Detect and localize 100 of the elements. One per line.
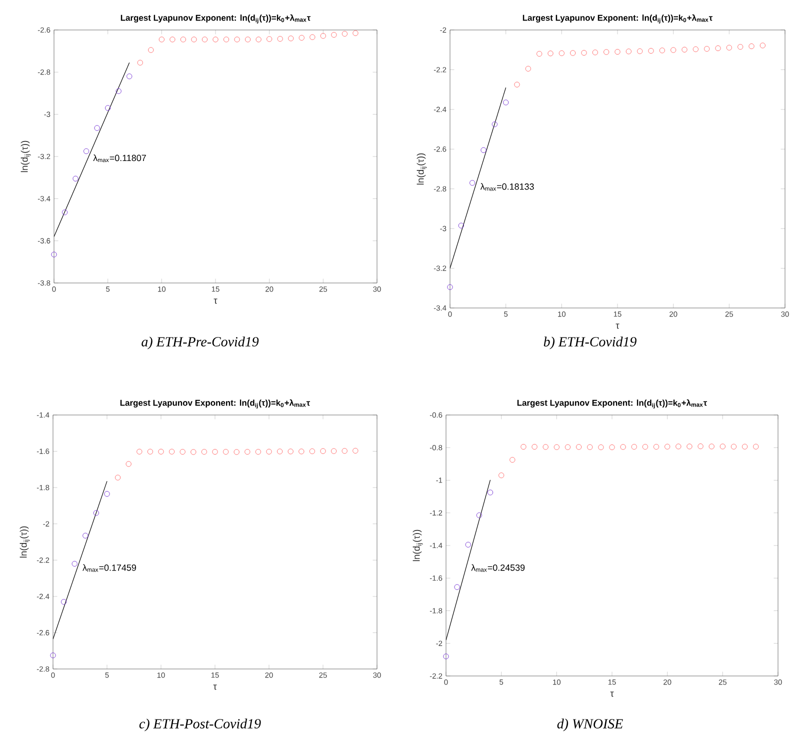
point xyxy=(742,444,748,450)
point xyxy=(234,36,240,42)
point xyxy=(454,584,460,590)
point xyxy=(234,449,240,455)
point xyxy=(730,444,737,450)
point xyxy=(244,36,251,42)
chart-title: Largest Lyapunov Exponent: ln(d$_{ij}$(τ))=k$_{0}$+λ$_{max}$τ xyxy=(522,14,713,24)
point xyxy=(480,147,486,153)
point xyxy=(170,36,176,42)
point xyxy=(514,82,520,88)
point xyxy=(620,444,626,450)
point xyxy=(748,43,754,50)
point xyxy=(256,36,262,42)
point xyxy=(191,36,197,42)
point xyxy=(498,472,504,478)
chart-title: Largest Lyapunov Exponent: ln(d$_{ij}$(τ))=k$_{0}$+λ$_{max}$τ xyxy=(517,399,708,408)
x-axis-title: τ xyxy=(213,684,217,690)
point xyxy=(548,50,554,56)
point xyxy=(682,46,688,52)
point xyxy=(116,88,122,94)
point xyxy=(598,444,604,450)
point xyxy=(676,444,682,450)
point xyxy=(320,33,326,39)
point xyxy=(331,32,337,38)
point xyxy=(659,48,666,54)
point xyxy=(525,66,532,72)
point xyxy=(352,448,358,454)
point xyxy=(653,444,660,450)
point xyxy=(760,42,766,48)
y-axis-title: ln(d$_{ij}$(τ)) xyxy=(20,140,31,172)
point xyxy=(62,210,68,216)
text: c) ETH-Post-Covid19 xyxy=(139,718,261,732)
point xyxy=(648,48,654,54)
point xyxy=(201,448,208,455)
point xyxy=(465,542,471,548)
point xyxy=(570,50,576,56)
point xyxy=(609,444,615,450)
point xyxy=(492,121,498,128)
y-axis-title: ln(d$_{ij}$(τ)) xyxy=(412,530,423,562)
point xyxy=(244,448,250,455)
point xyxy=(636,48,643,54)
point xyxy=(487,490,494,496)
point xyxy=(222,448,229,455)
text: d) WNOISE xyxy=(557,718,623,732)
point xyxy=(692,46,699,52)
point xyxy=(352,30,358,36)
point xyxy=(126,74,132,80)
point xyxy=(532,444,538,450)
point xyxy=(715,45,721,52)
point xyxy=(168,448,175,454)
point xyxy=(266,36,272,42)
point xyxy=(94,125,100,131)
point xyxy=(60,599,67,605)
point xyxy=(443,654,449,660)
point xyxy=(276,448,283,454)
point xyxy=(554,444,560,450)
point xyxy=(631,444,637,450)
annotation: λ$_{max}$=0.11807 xyxy=(93,154,146,162)
point xyxy=(93,510,100,516)
point xyxy=(277,36,283,42)
point xyxy=(708,444,714,450)
text: a) ETH-Pre-Covid19 xyxy=(142,336,259,350)
point xyxy=(342,30,348,37)
point xyxy=(223,36,230,42)
point xyxy=(158,448,164,454)
point xyxy=(704,46,710,52)
point xyxy=(564,444,571,450)
point xyxy=(72,560,78,567)
point xyxy=(137,60,143,66)
point xyxy=(536,50,542,57)
annotation: λ$_{max}$=0.17459 xyxy=(82,564,136,572)
point xyxy=(147,448,154,454)
point xyxy=(626,48,632,54)
point xyxy=(720,444,726,450)
point xyxy=(288,36,294,42)
point xyxy=(726,44,732,51)
annotation: λ$_{max}$=0.18133 xyxy=(480,183,534,191)
point xyxy=(136,448,142,454)
point xyxy=(502,100,509,106)
point xyxy=(180,36,186,42)
point xyxy=(298,448,304,454)
point xyxy=(320,448,326,454)
point xyxy=(50,652,56,658)
point xyxy=(126,461,132,467)
point xyxy=(104,105,111,111)
point xyxy=(737,44,744,50)
point xyxy=(753,444,759,450)
chart-title: Largest Lyapunov Exponent: ln(d$_{ij}$(τ))=k$_{0}$+λ$_{max}$τ xyxy=(120,14,311,24)
point xyxy=(587,444,593,450)
point xyxy=(266,448,272,454)
point xyxy=(330,448,337,454)
x-axis-title: τ xyxy=(610,692,614,697)
point xyxy=(447,284,453,290)
point xyxy=(309,448,316,454)
point xyxy=(51,252,57,258)
point xyxy=(212,36,218,42)
point xyxy=(542,444,548,450)
point xyxy=(180,448,186,455)
point xyxy=(642,444,648,450)
point xyxy=(298,34,304,41)
